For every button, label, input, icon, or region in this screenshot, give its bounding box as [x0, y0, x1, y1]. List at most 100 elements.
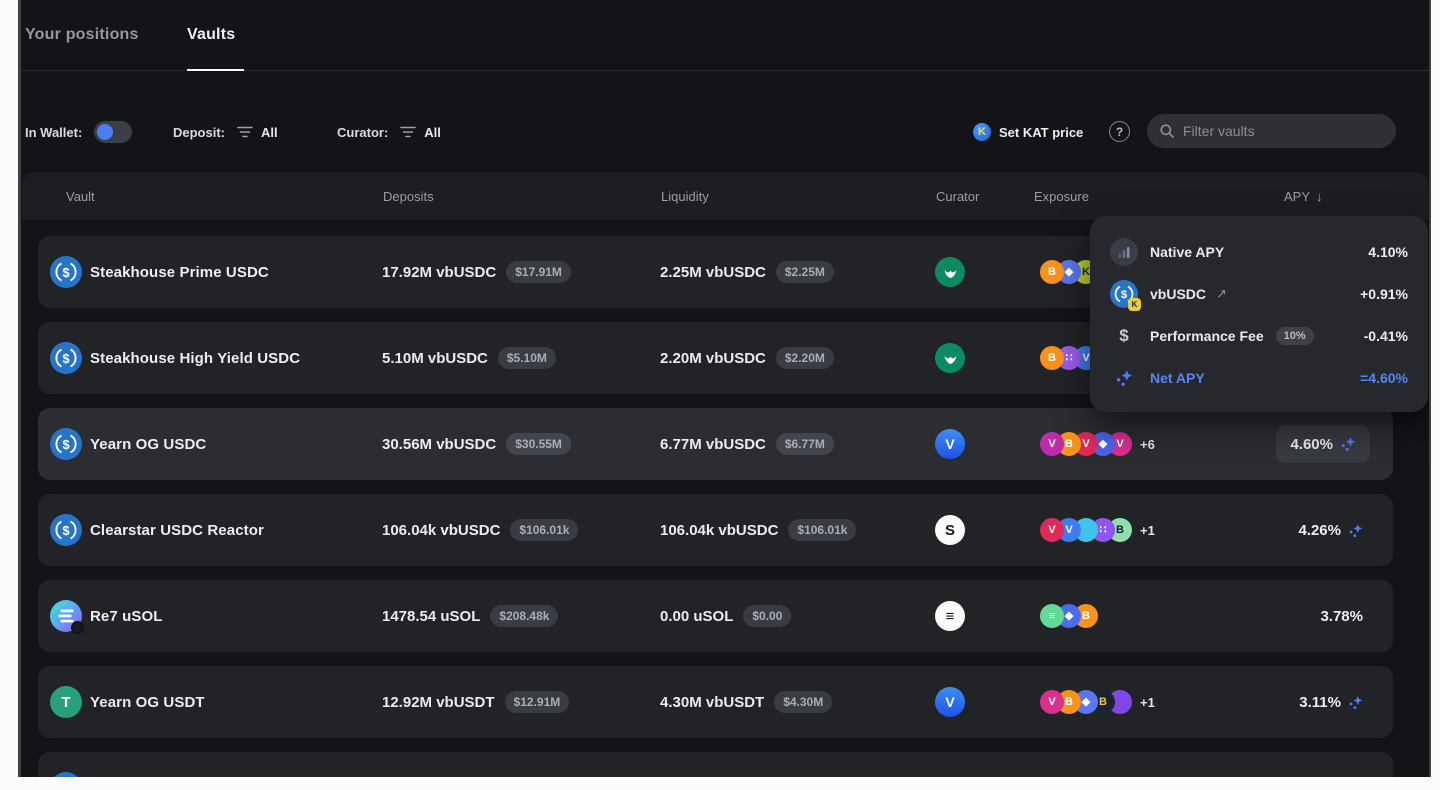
apy-cell[interactable]: 4.60%: [1276, 425, 1370, 463]
curator-filter-value: All: [424, 124, 441, 140]
sort-descending-icon: ↓: [1316, 188, 1323, 204]
tooltip-label: Net APY: [1150, 370, 1205, 386]
liquidity-cell: 0.00 uSOL $0.00: [660, 580, 792, 652]
deposits-cell: 12.92M vbUSDT $12.91M: [382, 666, 570, 738]
header-curator[interactable]: Curator: [936, 188, 980, 204]
set-kat-price-label: Set KAT price: [999, 124, 1084, 140]
in-wallet-label: In Wallet:: [25, 124, 83, 140]
dollar-icon: $: [1119, 326, 1129, 345]
header-liquidity[interactable]: Liquidity: [661, 188, 709, 204]
exposure-cell[interactable]: V B ◆ B +1: [1040, 666, 1155, 738]
exposure-cell[interactable]: ≡ ◆ B: [1040, 580, 1098, 652]
deposits-amount: 5.10M vbUSDC: [382, 349, 488, 367]
liquidity-usd-badge: $2.25M: [775, 261, 834, 283]
apy-value: 4.60%: [1290, 435, 1333, 453]
exposure-more-count: +1: [1140, 694, 1155, 710]
liquidity-usd-badge: $0.00: [743, 605, 792, 627]
funnel-icon: [400, 126, 417, 138]
tab-vaults[interactable]: Vaults: [187, 26, 236, 43]
deposits-cell: 5.10M vbUSDC $5.10M: [382, 322, 556, 394]
tab-your-positions[interactable]: Your positions: [25, 26, 139, 43]
usdt-token-icon: T: [50, 686, 82, 718]
funnel-icon: [237, 126, 253, 138]
curator-re7-icon: ≡: [935, 601, 965, 631]
curator-filter-button[interactable]: All: [400, 125, 441, 140]
deposits-amount: 17.92M vbUSDC: [382, 263, 497, 281]
curator-filter: Curator: All: [337, 114, 441, 150]
liquidity-cell: 106.04k vbUSDC $106.01k: [660, 494, 857, 566]
set-kat-price-button[interactable]: K Set KAT price: [973, 114, 1083, 150]
help-icon[interactable]: ?: [1109, 121, 1130, 142]
curator-yearn-icon: V: [935, 687, 965, 717]
vault-name: Yearn OG USDC: [90, 435, 207, 453]
curator-steakhouse-icon: [935, 343, 965, 373]
header-exposure[interactable]: Exposure: [1034, 188, 1089, 204]
apy-cell[interactable]: 3.11%: [1299, 666, 1363, 738]
vault-name: Clearstar USDC Reactor: [90, 521, 264, 539]
deposits-usd-badge: $106.01k: [510, 519, 579, 541]
exposure-more-count: +1: [1140, 522, 1155, 538]
deposits-amount: 1478.54 uSOL: [382, 607, 481, 625]
deposits-usd-badge: $30.55M: [506, 433, 571, 455]
table-row[interactable]: $ Clearstar USDC Reactor 106.04k vbUSDC $10…: [38, 494, 1393, 566]
sol-token-icon: ≡: [1040, 604, 1064, 628]
deposits-amount: 30.56M vbUSDC: [382, 435, 497, 453]
yearn-magenta-token-icon: V: [1040, 690, 1064, 714]
chart-bars-icon: [1110, 238, 1138, 266]
deposit-filter-button[interactable]: All: [237, 125, 278, 140]
apy-value: 4.26%: [1298, 521, 1341, 539]
tooltip-label: Performance Fee: [1150, 328, 1264, 344]
deposits-cell: 1478.54 uSOL $208.48k: [382, 580, 559, 652]
liquidity-amount: 106.04k vbUSDC: [660, 521, 779, 539]
table-row[interactable]: $: [38, 752, 1393, 777]
liquidity-cell: 6.77M vbUSDC $6.77M: [660, 408, 834, 480]
tooltip-row-net-apy: Net APY =4.60%: [1110, 357, 1408, 399]
liquidity-amount: 2.20M vbUSDC: [660, 349, 766, 367]
table-row[interactable]: T Yearn OG USDT 12.92M vbUSDT $12.91M 4.30M …: [38, 666, 1393, 738]
header-apy[interactable]: APY ↓: [1284, 172, 1323, 220]
curator-filter-label: Curator:: [337, 124, 389, 140]
apy-value: 3.11%: [1299, 693, 1341, 711]
vaults-app-window: Your positions Vaults In Wallet: Deposit…: [18, 0, 1431, 777]
usdc-token-icon: $: [50, 256, 82, 288]
net-apy-sparkle-icon: [1110, 369, 1138, 387]
table-row[interactable]: $ Yearn OG USDC 30.56M vbUSDC $30.55M 6.77M …: [38, 408, 1393, 480]
liquidity-cell: 2.25M vbUSDC $2.25M: [660, 236, 834, 308]
tooltip-value: 4.10%: [1368, 244, 1408, 260]
liquidity-cell: 2.20M vbUSDC $2.20M: [660, 322, 834, 394]
header-vault[interactable]: Vault: [66, 188, 95, 204]
table-row[interactable]: Re7 uSOL 1478.54 uSOL $208.48k 0.00 uSOL $0.…: [38, 580, 1393, 652]
liquidity-amount: 0.00 uSOL: [660, 607, 734, 625]
exposure-cell[interactable]: V V ∷ B +1: [1040, 494, 1155, 566]
deposit-filter-label: Deposit:: [173, 124, 225, 140]
apy-cell[interactable]: 4.26%: [1298, 494, 1363, 566]
deposits-amount: 106.04k vbUSDC: [382, 521, 501, 539]
deposits-cell: 17.92M vbUSDC $17.91M: [382, 236, 571, 308]
tooltip-row-vbusdc[interactable]: $ K vbUSDC ↗ +0.91%: [1110, 273, 1408, 315]
usdc-token-icon: $: [50, 428, 82, 460]
tooltip-row-performance-fee: $ Performance Fee 10% -0.41%: [1110, 315, 1408, 357]
tabs-divider: [21, 70, 1429, 71]
curator-clearstar-icon: S: [935, 515, 965, 545]
exposure-cell[interactable]: V B V ◆ V +6: [1040, 408, 1155, 480]
deposits-amount: 12.92M vbUSDT: [382, 693, 495, 711]
header-deposits[interactable]: Deposits: [383, 188, 434, 204]
liquidity-usd-badge: $106.01k: [788, 519, 857, 541]
vault-name: Yearn OG USDT: [90, 693, 205, 711]
usdc-token-icon: $: [50, 772, 82, 777]
apy-cell[interactable]: 3.78%: [1320, 580, 1363, 652]
deposits-cell: 30.56M vbUSDC $30.55M: [382, 408, 571, 480]
deposit-filter: Deposit: All: [173, 114, 278, 150]
search-box: [1147, 114, 1396, 148]
deposits-usd-badge: $17.91M: [506, 261, 571, 283]
tooltip-row-native-apy: Native APY 4.10%: [1110, 231, 1408, 273]
tooltip-label: vbUSDC: [1150, 286, 1207, 302]
kat-token-icon: K: [973, 123, 991, 141]
liquidity-usd-badge: $6.77M: [775, 433, 834, 455]
exposure-more-count: +6: [1140, 436, 1155, 452]
svg-text:$: $: [62, 437, 70, 452]
in-wallet-toggle[interactable]: [94, 121, 133, 143]
header-apy-label: APY: [1284, 188, 1311, 204]
search-input[interactable]: [1183, 123, 1384, 139]
